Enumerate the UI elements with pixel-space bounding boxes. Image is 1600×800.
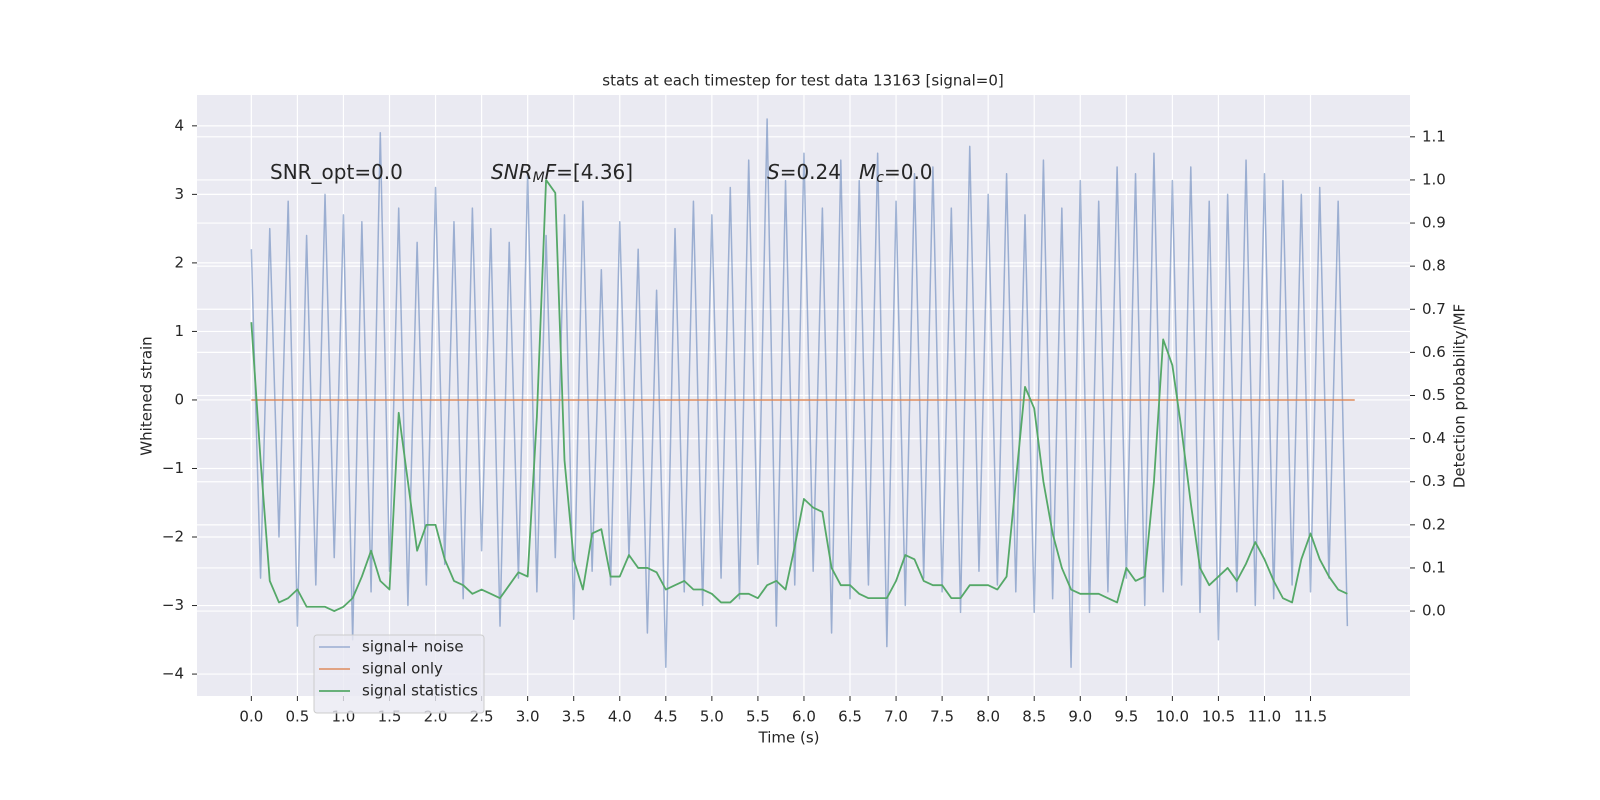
legend-box: [313, 634, 485, 714]
x-tick-label: 10.0: [1156, 708, 1189, 726]
y-tick-label: 0: [174, 390, 184, 408]
y2-tick-label: 0.4: [1422, 429, 1446, 447]
annotation-part: M: [533, 170, 545, 186]
x-tick-label: 9.5: [1114, 708, 1138, 726]
x-tick-label: 0.0: [239, 708, 263, 726]
annotation-part: SNR_opt=0.0: [270, 160, 403, 184]
annotation-part: F: [545, 160, 557, 184]
annotation-part: =[4.36]: [556, 160, 633, 184]
y2-tick-label: 0.0: [1422, 602, 1446, 620]
legend: signal+ noise signal only signal statistic…: [313, 634, 485, 714]
annotation-part: =0.0: [884, 160, 933, 184]
y-tick-label: 3: [174, 185, 184, 203]
x-tick-label: 3.0: [516, 708, 540, 726]
x-tick-label: 8.0: [976, 708, 1000, 726]
legend-label: signal only: [362, 660, 443, 678]
annotation: SNRMF=[4.36]: [491, 160, 633, 187]
x-axis-label: Time (s): [758, 729, 820, 747]
x-tick-label: 5.0: [700, 708, 724, 726]
y2-tick-label: 0.3: [1422, 472, 1446, 490]
x-tick-label: 8.5: [1022, 708, 1046, 726]
x-tick-label: 6.0: [792, 708, 816, 726]
y2-tick-label: 0.7: [1422, 300, 1446, 318]
y2-tick-label: 1.1: [1422, 127, 1446, 145]
series-line: [250, 118, 1349, 668]
legend-label: signal statistics: [362, 682, 478, 700]
y2-axis-label: Detection probability/MF: [1451, 304, 1469, 488]
y-tick-label: −2: [162, 528, 184, 546]
annotation: S=0.24: [767, 160, 841, 184]
x-tick-label: 3.5: [562, 708, 586, 726]
y-axis-label: Whitened strain: [138, 336, 156, 455]
annotation: Mc=0.0: [859, 160, 933, 187]
y2-tick-label: 0.9: [1422, 214, 1446, 232]
annotation: SNR_opt=0.0: [270, 160, 403, 184]
series-line: [250, 179, 1348, 612]
x-tick-label: 5.5: [746, 708, 770, 726]
annotation-part: S: [767, 160, 780, 184]
x-tick-label: 11.5: [1294, 708, 1327, 726]
annotation-part: M: [859, 160, 876, 184]
x-tick-label: 0.5: [285, 708, 309, 726]
y-tick-label: 4: [174, 116, 184, 134]
x-tick-label: 4.5: [654, 708, 678, 726]
x-tick-label: 7.5: [930, 708, 954, 726]
chart-title: stats at each timestep for test data 131…: [602, 72, 1003, 90]
y-tick-label: −4: [162, 665, 184, 683]
y-tick-label: −1: [162, 459, 184, 477]
x-tick-label: 7.0: [884, 708, 908, 726]
y2-tick-label: 0.8: [1422, 257, 1446, 275]
y2-tick-label: 0.2: [1422, 515, 1446, 533]
y-tick-label: 1: [174, 322, 184, 340]
x-tick-label: 10.5: [1202, 708, 1235, 726]
x-tick-label: 11.0: [1248, 708, 1281, 726]
y2-tick-label: 1.0: [1422, 170, 1446, 188]
legend-label: signal+ noise: [362, 638, 464, 656]
annotation-part: c: [876, 170, 884, 186]
y2-tick-label: 0.1: [1422, 558, 1446, 576]
annotation-part: =0.24: [780, 160, 841, 184]
y-tick-label: 2: [174, 253, 184, 271]
x-tick-label: 6.5: [838, 708, 862, 726]
y2-tick-label: 0.6: [1422, 343, 1446, 361]
x-tick-label: 4.0: [608, 708, 632, 726]
y-tick-label: −3: [162, 596, 184, 614]
x-tick-label: 9.0: [1068, 708, 1092, 726]
y2-tick-label: 0.5: [1422, 386, 1446, 404]
annotation-part: SNR: [491, 160, 533, 184]
